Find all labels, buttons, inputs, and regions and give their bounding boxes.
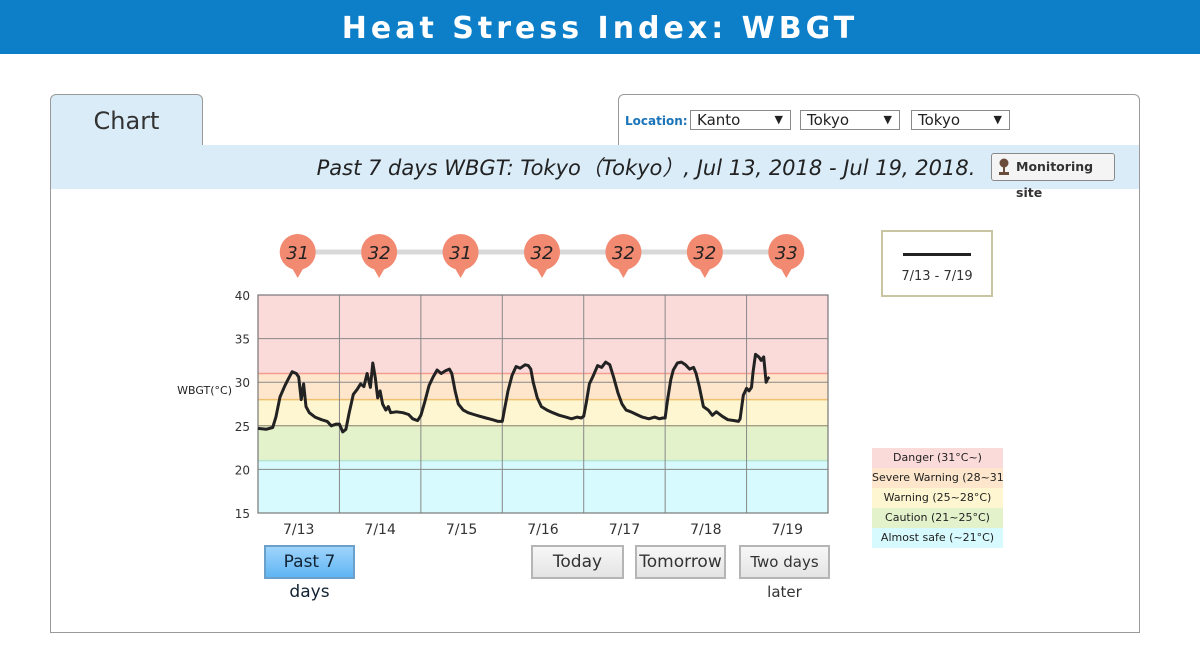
zone-danger: Danger (31°C~) (872, 448, 1003, 468)
page-title: Heat Stress Index: WBGT (341, 11, 859, 46)
daily-max-value: 31 (449, 243, 472, 264)
today-button[interactable]: Today (531, 545, 624, 579)
tomorrow-button[interactable]: Tomorrow (635, 545, 726, 579)
daily-max-marker: 32 (361, 234, 398, 278)
tab-chart[interactable]: Chart (50, 94, 203, 146)
series-legend: 7/13 - 7/19 (881, 230, 993, 297)
marker-circle (442, 234, 479, 270)
header-bar: Heat Stress Index: WBGT (0, 0, 1200, 54)
daily-max-marker: 32 (605, 234, 642, 278)
region-select[interactable]: Kanto ▼ (690, 110, 791, 130)
region-select-value: Kanto (697, 111, 741, 129)
daily-max-marker: 31 (279, 234, 316, 278)
y-tick-label: 15 (235, 507, 250, 521)
marker-circle (279, 234, 316, 270)
daily-max-value: 32 (531, 243, 554, 264)
zone-band-almost-safe (258, 460, 828, 513)
zone-severe-warning: Severe Warning (28~31°C) (872, 468, 1003, 488)
two-days-later-button[interactable]: Two days later (739, 545, 830, 601)
y-tick-label: 25 (235, 420, 250, 434)
marker-circle (361, 234, 398, 270)
marker-circle (524, 234, 560, 270)
x-tick-label: 7/14 (364, 522, 396, 538)
x-tick-label: 7/19 (772, 522, 803, 538)
zone-legend: Danger (31°C~) Severe Warning (28~31°C) … (872, 448, 1003, 548)
y-tick-label: 35 (235, 333, 250, 347)
daily-max-value: 33 (775, 243, 798, 264)
x-tick-label: 7/16 (527, 522, 559, 538)
y-tick-label: 30 (235, 376, 250, 390)
chart-panel (50, 145, 1140, 633)
zone-band-caution (258, 425, 828, 461)
zone-almost-safe: Almost safe (~21°C) (872, 528, 1003, 548)
subtitle-bar: Past 7 days WBGT: Tokyo（Tokyo）, Jul 13, … (51, 145, 1139, 189)
zone-caution: Caution (21~25°C) (872, 508, 1003, 528)
daily-max-marker: 31 (442, 234, 479, 278)
zone-warning: Warning (25~28°C) (872, 488, 1003, 508)
daily-max-value: 32 (612, 243, 635, 264)
daily-max-value: 32 (693, 243, 716, 264)
x-tick-label: 7/18 (690, 522, 721, 538)
dropdown-arrow-icon: ▼ (993, 113, 1002, 126)
legend-series-label: 7/13 - 7/19 (901, 269, 973, 284)
legend-line-swatch (903, 253, 971, 256)
daily-max-marker: 32 (686, 234, 723, 278)
daily-max-marker: 33 (768, 234, 805, 278)
monitoring-site-button[interactable]: Monitoring site (991, 153, 1115, 200)
monitoring-station-icon (999, 158, 1009, 175)
monitoring-site-label: Monitoring site (1016, 159, 1094, 200)
marker-circle (768, 234, 805, 270)
location-label: Location: (625, 114, 688, 128)
daily-max-value: 31 (286, 243, 309, 264)
site-select-value: Tokyo (918, 111, 960, 129)
marker-circle (605, 234, 642, 270)
past-7-days-button[interactable]: Past 7 days (264, 545, 355, 602)
plot-frame (257, 294, 829, 514)
daily-max-marker: 32 (524, 234, 560, 278)
zone-band-danger (258, 295, 828, 374)
location-selector: Location: Kanto ▼ Tokyo ▼ Tokyo ▼ (618, 94, 1140, 146)
daily-max-value: 32 (368, 243, 391, 264)
y-tick-label: 20 (235, 463, 250, 477)
series-line (257, 352, 771, 434)
site-select[interactable]: Tokyo ▼ (911, 110, 1010, 130)
y-tick-label: 40 (235, 289, 250, 303)
prefecture-select[interactable]: Tokyo ▼ (800, 110, 900, 130)
x-tick-label: 7/13 (283, 522, 314, 538)
dropdown-arrow-icon: ▼ (883, 113, 892, 126)
marker-circle (686, 234, 723, 270)
x-tick-label: 7/17 (609, 522, 640, 538)
prefecture-select-value: Tokyo (807, 111, 849, 129)
y-axis-label: WBGT(°C) (177, 384, 232, 397)
dropdown-arrow-icon: ▼ (774, 113, 783, 126)
x-tick-label: 7/15 (446, 522, 477, 538)
chart-subtitle: Past 7 days WBGT: Tokyo（Tokyo）, Jul 13, … (316, 156, 976, 180)
